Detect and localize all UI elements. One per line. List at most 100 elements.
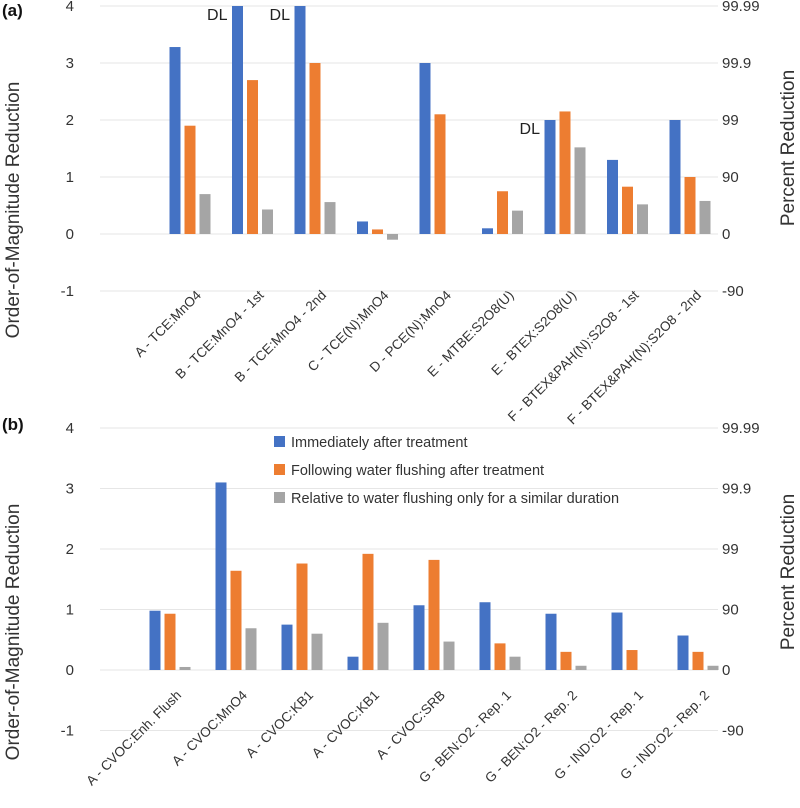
bar [311, 633, 323, 670]
bar [294, 6, 306, 234]
bar [497, 191, 508, 234]
category-label: A - CVOC:Enh. Flush [83, 688, 184, 789]
left-tick-label: 2 [66, 541, 74, 558]
bar [184, 125, 196, 234]
category-label: A - CVOC:SRB [373, 688, 448, 763]
left-tick-label: 0 [66, 226, 74, 243]
panel-a-right-ticks: 99.99 99.9 99 90 0 -90 [722, 0, 760, 300]
bar [149, 610, 161, 670]
category-label: F - BTEX&PAH(N):S2O8 - 2nd [564, 288, 704, 428]
bar [419, 63, 431, 234]
bar [413, 605, 425, 670]
bar [296, 563, 308, 670]
bar [699, 200, 711, 234]
panel-a-right-axis-title: Percent Reduction [778, 70, 799, 226]
panel-b-label: (b) [2, 415, 24, 434]
bar [324, 202, 336, 234]
right-tick-label: 99.9 [722, 481, 751, 498]
bar [387, 234, 398, 240]
bar [377, 622, 389, 670]
panel-a-label: (a) [2, 1, 23, 20]
panel-a-bars [169, 6, 711, 240]
bar [479, 602, 491, 670]
panel-a-annotations: DL DL DL [207, 7, 540, 138]
category-label: F - BTEX&PAH(N):S2O8 - 1st [505, 287, 642, 424]
bar [512, 210, 523, 234]
bar [362, 553, 374, 670]
bar [309, 63, 321, 234]
left-tick-label: 0 [66, 662, 74, 679]
bar [509, 656, 521, 670]
left-tick-label: 1 [66, 602, 74, 619]
right-tick-label: 99.99 [722, 0, 760, 15]
panel-b: (b) 4 3 2 1 0 -1 99.99 99.9 99 90 0 -90 A - CVOC:E… [2, 415, 799, 788]
bar [575, 665, 587, 670]
bar [611, 612, 623, 670]
bar [215, 482, 227, 670]
left-tick-label: 3 [66, 55, 74, 72]
bar [494, 643, 506, 670]
right-tick-label: 99 [722, 112, 739, 129]
bar [347, 656, 359, 670]
right-tick-label: 99 [722, 541, 739, 558]
bar [544, 120, 556, 234]
bar [357, 221, 368, 234]
legend-swatch [274, 436, 285, 447]
left-tick-label: 4 [66, 420, 74, 437]
bar [482, 228, 493, 234]
detection-limit-annotation: DL [207, 7, 228, 24]
panel-b-legend: Immediately after treatment Following wat… [274, 435, 619, 507]
panel-b-left-ticks: 4 3 2 1 0 -1 [61, 420, 74, 740]
bar [247, 80, 258, 234]
bar [434, 114, 446, 234]
right-tick-label: 90 [722, 169, 739, 186]
bar [443, 641, 455, 670]
left-tick-label: -1 [61, 283, 74, 300]
legend-label: Following water flushing after treatment [291, 463, 544, 479]
bar [637, 204, 648, 234]
bar [560, 651, 572, 670]
bar [428, 559, 440, 670]
left-tick-label: 1 [66, 169, 74, 186]
right-tick-label: 0 [722, 226, 730, 243]
bar [545, 613, 557, 670]
bar [692, 651, 704, 670]
right-tick-label: 0 [722, 662, 730, 679]
left-tick-label: 2 [66, 112, 74, 129]
bar [626, 650, 638, 670]
detection-limit-annotation: DL [270, 7, 291, 24]
category-label: A - CVOC:KB1 [309, 688, 382, 761]
detection-limit-annotation: DL [520, 121, 541, 138]
bar [230, 570, 242, 670]
bar [372, 229, 383, 234]
panel-b-right-ticks: 99.99 99.9 99 90 0 -90 [722, 420, 760, 740]
legend-label: Immediately after treatment [291, 435, 468, 451]
panel-a-left-ticks: 4 3 2 1 0 -1 [61, 0, 74, 300]
panel-b-bars [149, 482, 719, 670]
panel-a: (a) 4 3 2 1 0 -1 99.99 99.9 99 90 0 -90 A - TCE:Mn… [2, 0, 799, 427]
bar [677, 635, 689, 670]
category-label: A - CVOC:KB1 [243, 688, 316, 761]
legend-label: Relative to water flushing only for a si… [291, 491, 619, 507]
bar [607, 159, 618, 234]
bar [179, 666, 191, 670]
legend-swatch [274, 464, 285, 475]
panel-b-right-axis-title: Percent Reduction [778, 494, 799, 650]
panel-a-left-axis-title: Order-of-Magnitude Reduction [3, 82, 24, 339]
right-tick-label: 99.9 [722, 55, 751, 72]
legend-swatch [274, 492, 285, 503]
bar [622, 186, 633, 234]
bar [684, 177, 696, 234]
bar [164, 613, 176, 670]
bar [669, 120, 681, 234]
left-tick-label: 3 [66, 481, 74, 498]
right-tick-label: -90 [722, 283, 744, 300]
bar [281, 624, 293, 670]
bar [169, 47, 181, 234]
bar [559, 111, 571, 234]
bar [262, 209, 273, 234]
panel-b-left-axis-title: Order-of-Magnitude Reduction [3, 504, 24, 761]
bar [199, 194, 211, 234]
